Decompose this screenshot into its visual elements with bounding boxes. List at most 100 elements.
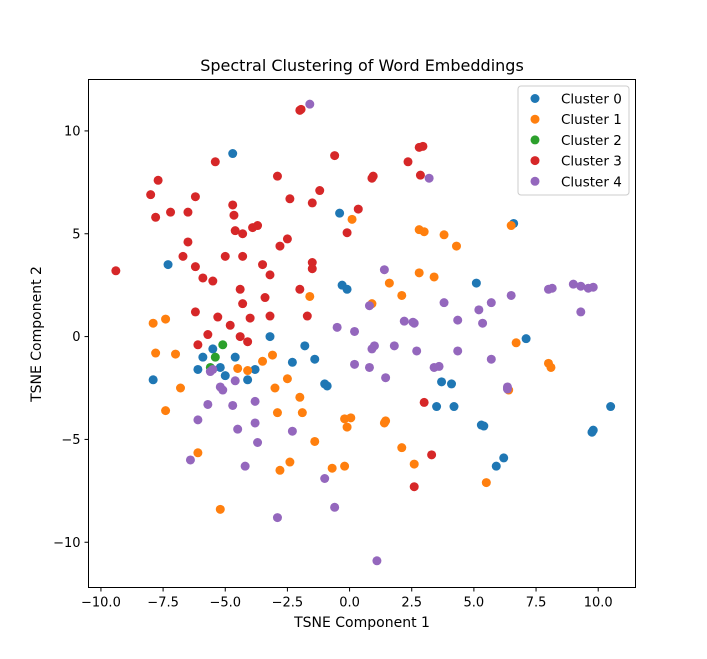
scatter-point: [478, 318, 488, 328]
scatter-point: [250, 418, 260, 428]
y-tick-label: 0: [72, 330, 80, 345]
scatter-point: [429, 272, 439, 282]
scatter-point: [546, 362, 556, 372]
x-tick-label: 2.5: [401, 596, 422, 611]
scatter-point: [437, 377, 447, 387]
scatter-point: [220, 251, 230, 261]
x-tick-label: 10.0: [584, 596, 613, 611]
scatter-point: [185, 455, 195, 465]
legend: Cluster 0 Cluster 1 Cluster 2 Cluster 3 Clus…: [517, 85, 630, 196]
scatter-point: [364, 301, 374, 311]
legend-item: Cluster 0: [530, 92, 622, 108]
scatter-point: [307, 264, 317, 274]
y-tick-label: −5: [61, 433, 80, 448]
legend-item: Cluster 4: [530, 174, 622, 190]
scatter-point: [220, 371, 230, 381]
x-axis-label: TSNE Component 1: [293, 615, 430, 631]
scatter-point: [300, 341, 310, 351]
scatter-point: [397, 443, 407, 453]
scatter-point: [203, 399, 213, 409]
scatter-point: [163, 260, 173, 270]
scatter-point: [198, 273, 208, 283]
scatter-point: [342, 228, 352, 238]
scatter-point: [474, 305, 484, 315]
scatter-point: [218, 340, 228, 350]
scatter-point: [310, 354, 320, 364]
legend-label: Cluster 4: [561, 174, 622, 190]
scatter-point: [432, 402, 442, 412]
scatter-point: [372, 556, 382, 566]
scatter-point: [267, 350, 277, 360]
scatter-point: [481, 478, 491, 488]
scatter-point: [302, 311, 312, 321]
scatter-point: [384, 278, 394, 288]
scatter-point: [350, 326, 360, 336]
scatter-point: [332, 322, 342, 332]
x-tick-label: −10.0: [81, 596, 121, 611]
scatter-point: [238, 229, 248, 239]
scatter-point: [193, 340, 203, 350]
scatter-point: [346, 413, 356, 423]
scatter-point: [215, 362, 225, 372]
scatter-point: [282, 374, 292, 384]
scatter-point: [285, 194, 295, 204]
scatter-point: [193, 448, 203, 458]
y-tick-label: 5: [72, 227, 80, 242]
scatter-point: [424, 173, 434, 183]
scatter-point: [258, 260, 268, 270]
scatter-point: [449, 402, 459, 412]
scatter-point: [353, 204, 363, 214]
scatter-point: [275, 465, 285, 475]
scatter-point: [190, 307, 200, 317]
scatter-point: [161, 314, 171, 324]
scatter-point: [213, 312, 223, 322]
scatter-point: [453, 346, 463, 356]
scatter-point: [258, 356, 268, 366]
scatter-point: [403, 157, 413, 167]
scatter-point: [350, 359, 360, 369]
scatter-point: [235, 332, 245, 342]
x-tick-label: 5.0: [464, 596, 485, 611]
scatter-point: [439, 298, 449, 308]
legend-label: Cluster 3: [561, 154, 622, 170]
legend-marker: [530, 94, 540, 103]
scatter-point: [330, 151, 340, 161]
scatter-point: [285, 457, 295, 467]
scatter-point: [409, 482, 419, 492]
scatter-point: [193, 364, 203, 374]
scatter-point: [183, 207, 193, 217]
scatter-point: [511, 338, 521, 348]
scatter-point: [193, 415, 203, 425]
scatter-point: [208, 364, 218, 374]
scatter-point: [479, 421, 489, 431]
scatter-point: [253, 221, 263, 231]
scatter-point: [148, 318, 158, 328]
y-tick-label: −10: [53, 536, 80, 551]
scatter-point: [327, 463, 337, 473]
scatter-point: [228, 149, 238, 159]
scatter-point: [486, 354, 496, 364]
scatter-point: [238, 251, 248, 261]
series-cluster-4: [185, 99, 598, 566]
scatter-point: [275, 241, 285, 251]
scatter-point: [272, 171, 282, 181]
scatter-point: [198, 352, 208, 362]
y-tick-label: 10: [64, 124, 81, 139]
scatter-point: [447, 379, 457, 389]
legend-marker: [530, 114, 540, 124]
scatter-point: [295, 392, 305, 402]
scatter-point: [111, 266, 121, 276]
scatter-point: [225, 320, 235, 330]
legend-item: Cluster 3: [530, 154, 622, 170]
scatter-point: [253, 438, 263, 447]
chart-title: Spectral Clustering of Word Embeddings: [200, 56, 524, 75]
scatter-point: [171, 349, 181, 359]
scatter-point: [453, 315, 463, 325]
scatter-point: [335, 208, 345, 218]
scatter-point: [418, 141, 428, 151]
scatter-point: [190, 192, 200, 202]
scatter-point: [368, 171, 378, 181]
scatter-point: [243, 366, 253, 376]
scatter-point: [218, 385, 228, 395]
